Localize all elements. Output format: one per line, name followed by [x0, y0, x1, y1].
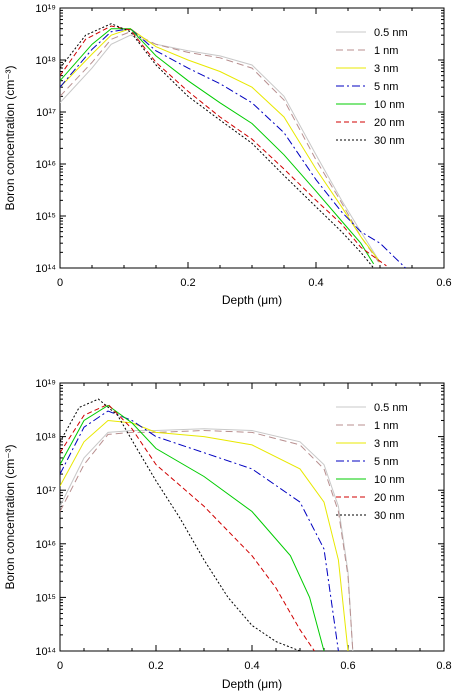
- y-axis-label: Boron concentration (cm⁻³): [3, 65, 17, 210]
- legend-label: 30 nm: [374, 135, 405, 147]
- series-line-5-nm: [60, 28, 406, 268]
- x-tick-label: 0.2: [180, 277, 195, 289]
- series-line-20-nm: [60, 403, 315, 651]
- series-line-10-nm: [60, 404, 325, 651]
- legend-label: 0.5 nm: [374, 27, 408, 39]
- legend-label: 3 nm: [374, 63, 398, 75]
- legend-label: 20 nm: [374, 492, 405, 504]
- x-tick-label: 0.6: [340, 660, 355, 672]
- x-tick-label: 0.2: [148, 660, 163, 672]
- series-line-1-nm: [60, 429, 354, 651]
- legend-label: 1 nm: [374, 45, 398, 57]
- y-tick-label: 10¹⁸: [35, 432, 56, 444]
- y-tick-label: 10¹⁸: [35, 55, 56, 67]
- y-tick-label: 10¹⁶: [36, 159, 56, 171]
- x-axis-label: Depth (μm): [222, 293, 282, 307]
- legend-label: 5 nm: [374, 81, 398, 93]
- x-tick-label: 0.8: [436, 660, 451, 672]
- legend-label: 30 nm: [374, 510, 405, 522]
- legend: 0.5 nm 1 nm 3 nm 5 nm 10 nm 20 nm 30 nm: [336, 402, 408, 522]
- series-line-3-nm: [60, 419, 349, 651]
- series-line-1-nm: [60, 31, 381, 265]
- series-line-30-nm: [60, 23, 374, 268]
- legend-label: 20 nm: [374, 117, 405, 129]
- x-axis-label: Depth (μm): [222, 677, 282, 691]
- series-line-20-nm: [60, 25, 387, 267]
- series-line-10-nm: [60, 28, 375, 265]
- series-line-30-nm: [60, 398, 301, 651]
- y-tick-label: 10¹⁷: [36, 485, 56, 497]
- series-line-0-5-nm: [60, 428, 354, 651]
- series-line-0-5-nm: [60, 34, 381, 263]
- series-line-3-nm: [60, 28, 381, 263]
- y-axis-label: Boron concentration (cm⁻³): [3, 444, 17, 589]
- legend-label: 5 nm: [374, 456, 398, 468]
- x-tick-label: 0: [57, 660, 63, 672]
- y-tick-label: 10¹⁴: [35, 646, 56, 658]
- x-tick-label: 0.4: [244, 660, 259, 672]
- x-tick-label: 0: [57, 277, 63, 289]
- legend: 0.5 nm 1 nm 3 nm 5 nm 10 nm 20 nm 30 nm: [336, 27, 408, 147]
- series-line-5-nm: [60, 410, 339, 651]
- legend-label: 0.5 nm: [374, 402, 408, 414]
- x-tick-label: 0.6: [436, 277, 451, 289]
- y-tick-label: 10¹⁶: [36, 539, 56, 551]
- y-tick-label: 10¹⁷: [36, 107, 56, 119]
- legend-label: 10 nm: [374, 99, 405, 111]
- legend-label: 1 nm: [374, 420, 398, 432]
- y-tick-label: 10¹⁹: [35, 378, 56, 390]
- chart-2: 10¹⁴ 10¹⁵ 10¹⁶ 10¹⁷ 10¹⁸ 10¹⁹ 0 0.2 0.4 0.6 0.8 Dep…: [3, 378, 452, 691]
- y-tick-label: 10¹⁹: [35, 3, 56, 15]
- legend-label: 3 nm: [374, 438, 398, 450]
- x-tick-label: 0.4: [308, 277, 323, 289]
- chart-1: 10¹⁴ 10¹⁵ 10¹⁶ 10¹⁷ 10¹⁸ 10¹⁹ 0 0.2 0.4 0.6 Depth …: [3, 3, 452, 307]
- legend-label: 10 nm: [374, 474, 405, 486]
- y-tick-label: 10¹⁵: [36, 211, 56, 223]
- y-tick-label: 10¹⁴: [35, 263, 56, 275]
- y-tick-label: 10¹⁵: [36, 592, 56, 604]
